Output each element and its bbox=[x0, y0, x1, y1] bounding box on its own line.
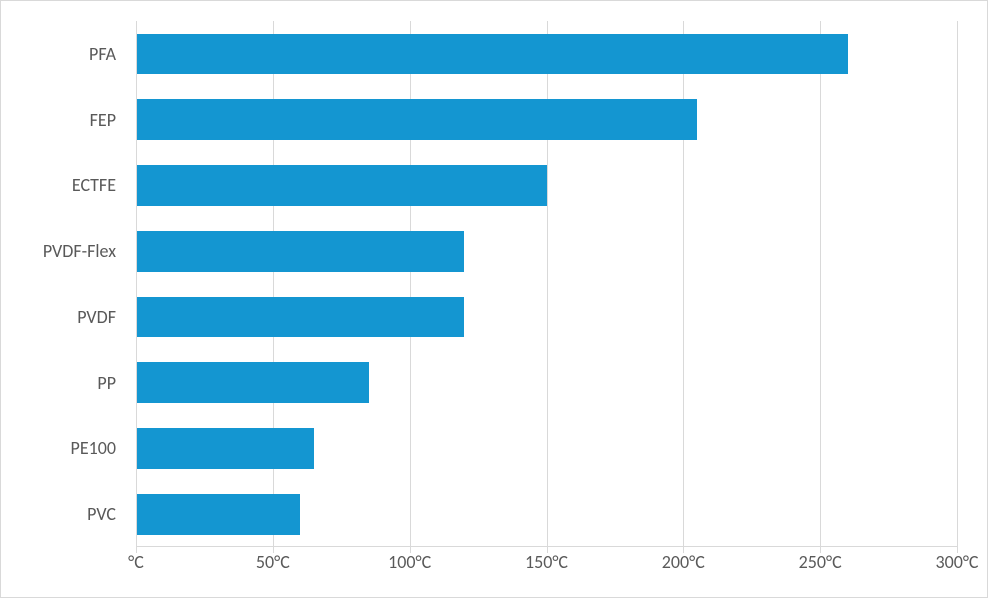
bar bbox=[136, 362, 369, 403]
plot-area bbox=[136, 21, 957, 547]
bar bbox=[136, 99, 697, 140]
y-axis-line bbox=[136, 21, 137, 547]
y-tick-label: PVDF-Flex bbox=[1, 218, 126, 284]
y-tick-label: PVDF bbox=[1, 284, 126, 350]
x-tick-label: 50°C bbox=[256, 551, 290, 573]
y-tick-label: PE100 bbox=[1, 416, 126, 482]
bars-group bbox=[136, 21, 957, 547]
bar-row bbox=[136, 284, 957, 350]
bar bbox=[136, 297, 464, 338]
x-tick-label: 300°C bbox=[935, 551, 978, 573]
y-tick-label: PFA bbox=[1, 21, 126, 87]
x-axis-labels: °C50°C100°C150°C200°C250°C300°C bbox=[136, 551, 957, 579]
bar-row bbox=[136, 481, 957, 547]
chart-container: PFAFEPECTFEPVDF-FlexPVDFPPPE100PVC °C 50°… bbox=[0, 0, 988, 598]
y-tick-label: ECTFE bbox=[1, 153, 126, 219]
x-tick-label: 200°C bbox=[662, 551, 705, 573]
bar bbox=[136, 494, 300, 535]
x-tick-label: °C bbox=[128, 551, 144, 573]
bar bbox=[136, 231, 464, 272]
bar-row bbox=[136, 21, 957, 87]
y-tick-label: PVC bbox=[1, 481, 126, 547]
bar-row bbox=[136, 87, 957, 153]
x-tick-label: 250°C bbox=[799, 551, 842, 573]
y-tick-label: PP bbox=[1, 350, 126, 416]
y-axis-labels: PFAFEPECTFEPVDF-FlexPVDFPPPE100PVC bbox=[1, 21, 126, 547]
x-tick-label: 150°C bbox=[525, 551, 568, 573]
bar-row bbox=[136, 153, 957, 219]
bar-row bbox=[136, 416, 957, 482]
bar-row bbox=[136, 218, 957, 284]
bar bbox=[136, 428, 314, 469]
bar bbox=[136, 165, 547, 206]
gridline bbox=[957, 21, 958, 547]
x-tick-label: 100°C bbox=[388, 551, 431, 573]
bar-row bbox=[136, 350, 957, 416]
bar bbox=[136, 34, 848, 75]
y-tick-label: FEP bbox=[1, 87, 126, 153]
